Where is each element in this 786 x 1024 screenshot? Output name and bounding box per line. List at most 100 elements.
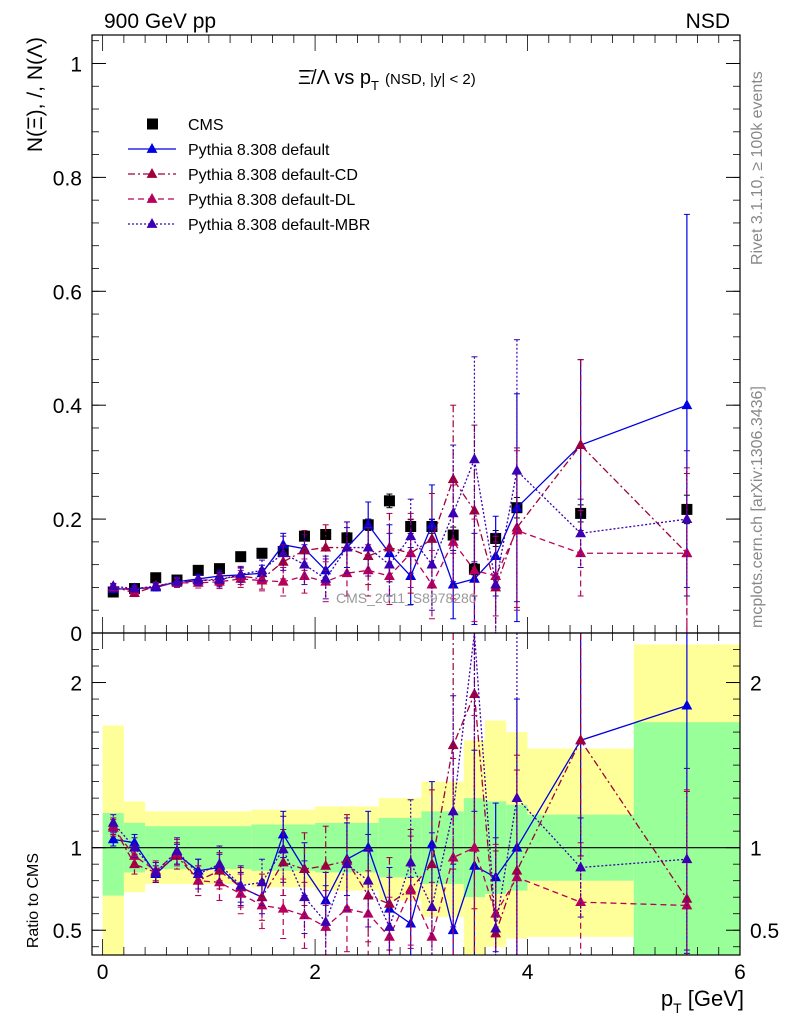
main-point-default: [447, 578, 459, 589]
main-point-default_mbr: [405, 530, 417, 541]
ratio-point-default_mbr: [150, 866, 162, 877]
ratio-point-default_cd: [575, 734, 587, 745]
main-point-default_mbr: [320, 572, 332, 583]
main-ytick-label: 0.6: [53, 281, 82, 304]
main-point-default_dl: [447, 535, 459, 546]
main-point-default_mbr: [214, 574, 225, 584]
main-point-default_cd: [426, 533, 438, 543]
main-point-default_mbr: [299, 558, 310, 569]
main-point-default_mbr: [511, 464, 523, 475]
x-axis-label-p: p: [661, 986, 673, 1011]
ratio-point-default_mbr: [490, 922, 502, 933]
band-inner-0: [102, 812, 124, 896]
ratio-point-default_cd: [320, 859, 332, 870]
x-axis-label: pT [GeV]: [661, 986, 744, 1016]
main-point-default_dl: [256, 574, 268, 585]
mcplots-label: mcplots.cern.ch [arXiv:1306.3436]: [749, 386, 766, 628]
ratio-point-default_dl: [214, 876, 225, 887]
main-point-cms: [320, 528, 332, 540]
x-tick-label: 0: [97, 961, 109, 984]
ratio-ytick-label: 2: [70, 673, 82, 696]
ratio-ytick-label: 1: [70, 838, 82, 861]
title-main: Ξ̄/Λ vs p: [298, 67, 371, 89]
x-tick-label: 4: [522, 961, 534, 984]
legend-label-cms: CMS: [188, 117, 224, 134]
ratio-point-default_mbr: [214, 858, 225, 869]
main-point-cms: [256, 547, 268, 559]
main-point-default_cd: [320, 541, 332, 552]
main-line-default_dl: [113, 529, 687, 591]
main-point-default_dl: [299, 570, 310, 580]
main-point-cms: [383, 495, 395, 507]
ratio-point-default_mbr: [299, 891, 310, 902]
main-point-default_dl: [469, 564, 480, 575]
ratio-point-default: [107, 833, 119, 844]
main-point-default_cd: [575, 439, 587, 449]
legend-label-default_cd: Pythia 8.308 default-CD: [188, 167, 358, 184]
ratio-point-default_dl: [362, 907, 374, 918]
ratio-point-default_mbr: [192, 868, 204, 878]
main-point-default_mbr: [341, 541, 353, 552]
ratio-point-default_mbr: [362, 874, 374, 885]
ratio-point-default_mbr: [256, 876, 268, 887]
ratio-point-default_mbr: [681, 853, 693, 864]
plot-title: Ξ̄/Λ vs pT (NSD, |y| < 2): [298, 67, 476, 93]
x-tick-label: 6: [734, 961, 746, 984]
main-point-default_mbr: [129, 582, 140, 593]
ratio-point-default_cd: [299, 863, 310, 874]
main-ytick-label: 0.4: [53, 395, 83, 418]
main-point-default_mbr: [107, 580, 119, 591]
ratio-line-default: [113, 705, 688, 933]
main-point-default_mbr: [277, 547, 289, 558]
ratio-line-default_mbr: [112, 632, 687, 929]
main-ytick-label: 0: [70, 623, 82, 646]
legend-marker-default_dl: [146, 193, 158, 203]
main-point-default_mbr: [235, 568, 247, 579]
ratio-series-default_mbr: [107, 632, 693, 956]
ratio-point-default_mbr: [129, 841, 140, 852]
ratio-point-default_dl: [384, 930, 395, 941]
main-point-default_mbr: [150, 580, 162, 591]
main-series-default_mbr: [107, 339, 693, 634]
ratio-panel-frame: [91, 632, 741, 956]
main-point-default_dl: [341, 567, 353, 578]
ratio-point-default: [681, 699, 693, 710]
ratio-point-default_mbr: [235, 879, 247, 890]
axes: 00.20.40.60.810 2 4 60.5 0.51 12 2: [53, 35, 779, 984]
ratio-point-default_mbr: [320, 915, 332, 926]
main-point-default: [320, 564, 332, 575]
x-axis-label-unit: [GeV]: [682, 986, 744, 1011]
ratio-point-default_dl: [575, 896, 587, 907]
main-point-default_mbr: [681, 513, 693, 523]
main-line-default: [113, 404, 688, 590]
analysis-watermark: CMS_2011_S8978280: [336, 590, 477, 606]
main-point-default_mbr: [426, 558, 438, 569]
ratio-point-default_dl: [469, 841, 480, 852]
ratio-point-default_mbr: [575, 861, 587, 872]
ratio-point-default_mbr: [171, 844, 183, 855]
ratio-point-default_mbr: [405, 856, 417, 867]
main-point-default_mbr: [362, 541, 374, 552]
ratio-line-default_dl: [112, 827, 687, 939]
main-point-default_mbr: [256, 564, 268, 575]
ratio-point-default_dl: [277, 902, 289, 913]
main-point-default_mbr: [171, 575, 183, 586]
main-point-default_mbr: [192, 574, 204, 585]
ratio-ytick-label-right: 1: [750, 838, 762, 861]
ratio-point-default_mbr: [447, 805, 459, 816]
main-ytick-label: 1: [70, 53, 82, 76]
main-point-default_mbr: [384, 558, 395, 569]
legend-marker-default_mbr: [146, 218, 158, 228]
ratio-ytick-label-right: 0.5: [750, 920, 779, 943]
rivet-label: Rivet 3.1.10, ≥ 100k events: [749, 71, 766, 265]
main-point-default: [681, 399, 693, 410]
ratio-ytick-label: 0.5: [53, 920, 82, 943]
title-sub: T: [371, 78, 379, 93]
ratio-point-default_mbr: [384, 920, 395, 931]
main-ytick-label: 0.2: [53, 509, 82, 532]
main-point-default_mbr: [490, 578, 502, 589]
ratio-point-default_cd: [490, 927, 502, 938]
legend-label-default_dl: Pythia 8.308 default-DL: [188, 192, 355, 209]
main-point-cms: [150, 572, 162, 584]
